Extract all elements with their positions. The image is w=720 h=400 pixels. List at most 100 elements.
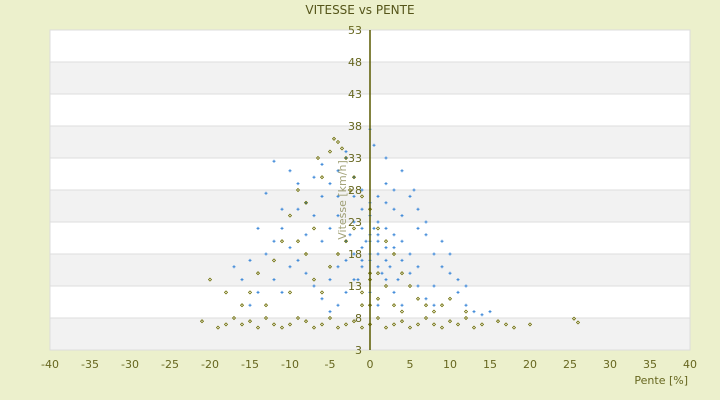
data-point-series-2 [343, 155, 349, 161]
data-point-series-2 [431, 322, 437, 327]
data-point-series-2 [327, 149, 333, 154]
data-point-series-1 [392, 207, 396, 211]
x-tick-label: -30 [121, 358, 139, 371]
data-point-series-2 [239, 303, 245, 308]
data-point-series-2 [375, 271, 381, 276]
x-tick-label: -20 [201, 358, 219, 371]
data-point-series-1 [456, 290, 460, 294]
data-point-series-1 [472, 310, 476, 314]
data-point-series-1 [344, 150, 348, 154]
data-point-series-2 [391, 322, 397, 327]
y-tick-label: 13 [348, 280, 362, 293]
data-point-series-1 [328, 310, 332, 314]
data-point-series-2 [247, 290, 253, 295]
data-point-series-1 [344, 258, 348, 262]
x-tick-label: 15 [483, 358, 497, 371]
data-point-series-1 [232, 265, 236, 269]
data-point-series-1 [384, 156, 388, 160]
chart-title: VITESSE vs PENTE [305, 3, 414, 17]
data-point-series-2 [319, 175, 325, 180]
x-tick-label: 5 [407, 358, 414, 371]
data-point-series-1 [372, 226, 376, 230]
data-point-series-2 [399, 309, 405, 314]
data-point-series-1 [304, 233, 308, 237]
data-point-series-2 [391, 303, 397, 308]
data-point-series-2 [455, 322, 461, 327]
data-point-series-1 [336, 265, 340, 269]
data-point-series-1 [480, 313, 484, 317]
y-tick-label: 53 [348, 24, 362, 37]
data-point-series-1 [280, 226, 284, 230]
x-tick-label: 0 [367, 358, 374, 371]
data-point-series-2 [255, 271, 261, 276]
y-tick-label: 48 [348, 56, 362, 69]
data-point-series-2 [351, 319, 357, 324]
data-point-series-2 [347, 187, 353, 193]
data-point-series-2 [303, 200, 309, 205]
data-point-series-2 [375, 226, 381, 231]
data-point-series-1 [408, 252, 412, 256]
data-point-series-1 [248, 258, 252, 262]
data-point-series-2 [311, 226, 317, 231]
data-point-series-1 [392, 233, 396, 237]
data-point-series-1 [312, 175, 316, 179]
data-point-series-1 [336, 194, 340, 198]
data-point-series-1 [352, 252, 356, 256]
data-point-series-1 [320, 239, 324, 243]
data-point-series-1 [356, 278, 360, 282]
data-point-series-1 [320, 297, 324, 301]
data-point-series-1 [400, 214, 404, 218]
data-point-series-2 [391, 251, 397, 257]
data-point-series-1 [380, 271, 384, 275]
data-point-series-1 [256, 226, 260, 230]
data-point-series-1 [400, 303, 404, 307]
data-point-series-1 [312, 284, 316, 288]
data-point-series-1 [416, 265, 420, 269]
data-point-series-2 [335, 325, 341, 330]
y-tick-label: 23 [348, 216, 362, 229]
data-point-series-1 [392, 246, 396, 250]
x-tick-label: 30 [603, 358, 617, 371]
data-point-series-1 [280, 207, 284, 211]
data-point-series-2 [199, 319, 205, 324]
data-point-series-1 [424, 297, 428, 301]
y-tick-label: 28 [348, 184, 362, 197]
data-point-series-1 [360, 265, 364, 269]
data-point-series-2 [331, 136, 337, 141]
data-point-series-2 [287, 290, 293, 295]
data-point-series-2 [343, 239, 349, 244]
data-point-series-2 [479, 322, 485, 327]
data-point-series-2 [223, 290, 229, 295]
data-point-series-2 [295, 239, 301, 244]
data-point-series-2 [359, 290, 365, 295]
data-point-series-1 [264, 191, 268, 195]
data-point-series-1 [416, 207, 420, 211]
data-point-series-1 [312, 214, 316, 218]
data-point-series-2 [383, 239, 389, 244]
x-tick-label: 25 [563, 358, 577, 371]
data-point-series-2 [351, 226, 357, 231]
data-point-series-1 [448, 271, 452, 275]
data-point-series-2 [415, 322, 421, 327]
data-point-series-2 [335, 251, 341, 257]
x-tick-label: 10 [443, 358, 457, 371]
data-point-series-1 [248, 303, 252, 307]
data-point-series-2 [423, 303, 429, 308]
data-point-series-1 [376, 252, 380, 256]
data-point-series-2 [303, 251, 309, 257]
data-point-series-1 [372, 143, 376, 147]
x-tick-label: 35 [643, 358, 657, 371]
data-point-series-1 [360, 188, 364, 192]
data-point-series-2 [279, 239, 285, 244]
data-point-series-1 [296, 207, 300, 211]
data-point-series-2 [359, 194, 365, 199]
data-point-series-1 [388, 265, 392, 269]
data-point-series-2 [287, 322, 293, 327]
data-point-series-2 [383, 325, 389, 330]
data-point-series-2 [343, 322, 349, 327]
data-point-series-1 [384, 278, 388, 282]
data-point-series-1 [408, 194, 412, 198]
data-point-series-1 [360, 207, 364, 211]
data-point-series-2 [287, 213, 293, 218]
